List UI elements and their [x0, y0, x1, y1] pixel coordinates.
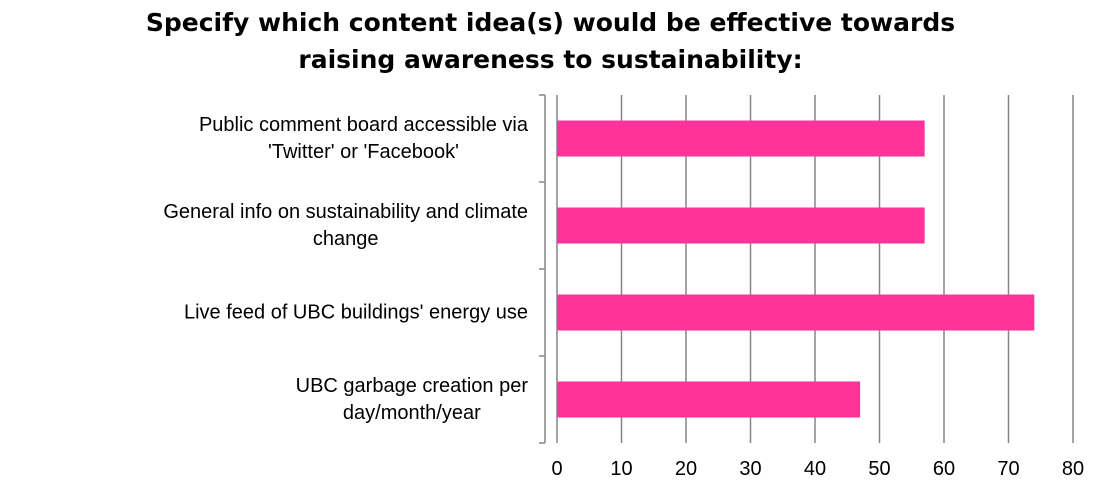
x-tick-label: 10 — [610, 458, 632, 480]
bar — [557, 120, 925, 157]
bar — [557, 207, 925, 244]
bar — [557, 294, 1035, 331]
category-label: Live feed of UBC buildings' energy use — [184, 302, 528, 324]
x-tick-label: 30 — [739, 458, 761, 480]
x-tick-label: 60 — [933, 458, 955, 480]
bar — [557, 381, 861, 418]
chart-title-line-2: raising awareness to sustainability: — [298, 45, 803, 74]
x-tick-label: 80 — [1062, 458, 1084, 480]
x-tick-label: 50 — [868, 458, 890, 480]
category-label: change — [313, 228, 379, 250]
chart-title: Specify which content idea(s) would be e… — [0, 4, 1101, 78]
x-tick-label: 0 — [551, 458, 562, 480]
chart-title-line-1: Specify which content idea(s) would be e… — [145, 8, 956, 37]
category-label: day/month/year — [343, 402, 481, 424]
category-label: Public comment board accessible via — [199, 114, 529, 136]
x-tick-label: 70 — [997, 458, 1019, 480]
category-label: UBC garbage creation per — [296, 375, 529, 397]
x-tick-label: 20 — [675, 458, 697, 480]
category-label: General info on sustainability and clima… — [163, 201, 528, 223]
category-label: 'Twitter' or 'Facebook' — [268, 141, 459, 163]
x-tick-label: 40 — [804, 458, 826, 480]
